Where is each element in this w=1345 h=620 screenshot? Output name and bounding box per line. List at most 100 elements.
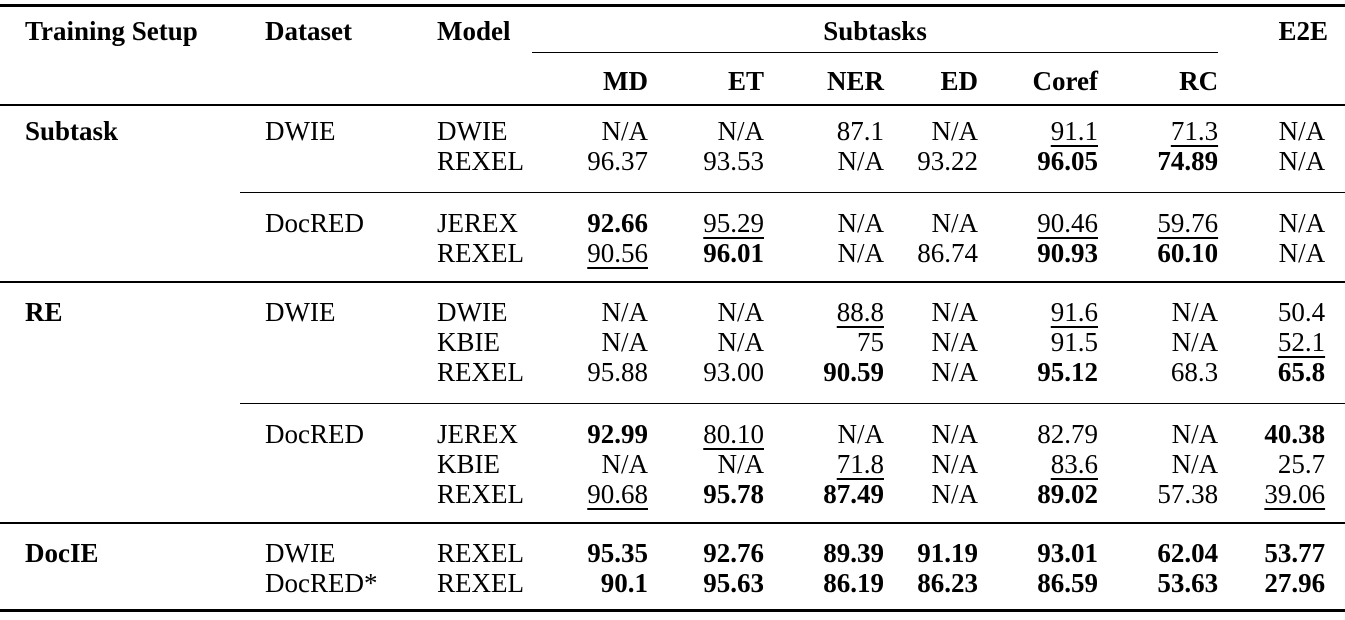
- header-ed: ED: [884, 52, 978, 106]
- table-row: REXEL 90.68 95.78 87.49 N/A 89.02 57.38 …: [0, 479, 1345, 523]
- cell-rc: 59.76: [1098, 191, 1219, 238]
- cell-md: 90.56: [587, 237, 648, 268]
- cell-e2e: N/A: [1278, 237, 1326, 268]
- table-row: RE DWIE DWIE N/A N/A 88.8 N/A 91.6 N/A 5…: [0, 280, 1345, 327]
- cell-e2e: 27.96: [1264, 567, 1326, 598]
- cell-ed: 86.23: [917, 567, 978, 598]
- cell-coref: 90.93: [1037, 237, 1098, 268]
- cell-md: 92.99: [532, 402, 648, 449]
- cell-rc: N/A: [1098, 402, 1219, 449]
- cell-coref: 96.05: [1037, 145, 1098, 176]
- cell-e2e: 25.7: [1277, 448, 1326, 479]
- cell-model: REXEL: [437, 478, 524, 509]
- cell-e2e: 39.06: [1264, 478, 1326, 509]
- cell-e2e: 52.1: [1277, 326, 1326, 357]
- cell-e2e: 65.8: [1277, 356, 1326, 387]
- header-md: MD: [532, 52, 648, 106]
- cell-md: N/A: [601, 448, 649, 479]
- cell-md: N/A: [532, 280, 648, 327]
- cell-ner: N/A: [837, 237, 885, 268]
- cell-coref: 91.6: [978, 280, 1098, 327]
- cell-rc: N/A: [1171, 448, 1219, 479]
- cell-ed: N/A: [931, 448, 979, 479]
- cell-training-setup: [0, 238, 240, 282]
- table-header-row: Training Setup Dataset Model Subtasks E2…: [0, 5, 1345, 106]
- header-subtasks: Subtasks: [532, 5, 1219, 53]
- cell-dataset: DWIE: [240, 521, 412, 568]
- cell-training-setup: [0, 479, 240, 523]
- cell-dataset: [240, 357, 412, 404]
- cell-coref: 86.59: [1037, 567, 1098, 598]
- cell-dataset: [240, 479, 412, 523]
- cell-dataset: [240, 327, 412, 357]
- cell-ner: 87.49: [823, 478, 884, 509]
- cell-et: 80.10: [648, 402, 764, 449]
- cell-rc: N/A: [1171, 326, 1219, 357]
- cell-coref: 82.79: [978, 402, 1098, 449]
- cell-ed: N/A: [931, 115, 979, 146]
- header-e2e: E2E: [1218, 5, 1345, 106]
- cell-ed: 93.22: [917, 145, 978, 176]
- cell-e2e: N/A: [1278, 115, 1326, 146]
- table-row: KBIE N/A N/A 71.8 N/A 83.6 N/A 25.7: [0, 449, 1345, 479]
- cell-dataset: [240, 449, 412, 479]
- cell-coref: 91.5: [1050, 326, 1098, 357]
- cell-model: JEREX: [412, 191, 532, 238]
- cell-rc: 62.04: [1098, 521, 1219, 568]
- table-row: DocRED* REXEL 90.1 95.63 86.19 86.23 86.…: [0, 568, 1345, 611]
- cell-model: KBIE: [437, 448, 500, 479]
- cell-et: 95.78: [703, 478, 764, 509]
- cell-model: KBIE: [437, 326, 500, 357]
- header-ner: NER: [764, 52, 884, 106]
- cell-rc: 57.38: [1157, 478, 1219, 509]
- table-subheader-row: MD ET NER ED Coref RC: [0, 52, 1345, 106]
- cell-ed: N/A: [931, 478, 979, 509]
- cell-rc: 60.10: [1157, 237, 1219, 268]
- header-coref: Coref: [978, 52, 1098, 106]
- cell-md: N/A: [601, 115, 649, 146]
- cell-ner: 86.19: [823, 567, 884, 598]
- cell-et: N/A: [717, 115, 765, 146]
- cell-ed: N/A: [884, 280, 978, 327]
- cell-ner: 87.1: [836, 115, 884, 146]
- cell-dataset: [240, 146, 412, 193]
- cell-model: DWIE: [412, 280, 532, 327]
- table-row: DocRED JEREX 92.66 95.29 N/A N/A 90.46 5…: [0, 191, 1345, 238]
- cell-ed: 86.74: [917, 237, 978, 268]
- cell-e2e: 53.77: [1218, 521, 1345, 568]
- header-model: Model: [412, 5, 532, 106]
- cell-training-setup: [0, 568, 240, 611]
- cell-model: REXEL: [437, 145, 524, 176]
- cell-training-setup: [0, 357, 240, 404]
- cell-e2e: 50.4: [1218, 280, 1345, 327]
- cell-ed: N/A: [884, 402, 978, 449]
- table-row: REXEL 95.88 93.00 90.59 N/A 95.12 68.3 6…: [0, 357, 1345, 404]
- cell-training-setup: [0, 192, 240, 238]
- cell-model: REXEL: [437, 237, 524, 268]
- cell-rc: N/A: [1098, 280, 1219, 327]
- cell-md: 96.37: [587, 145, 648, 176]
- cell-training-setup: Subtask: [25, 115, 119, 146]
- cell-et: N/A: [717, 448, 765, 479]
- cell-ed: N/A: [931, 356, 979, 387]
- cell-training-setup: RE: [0, 280, 240, 327]
- cell-coref: 91.1: [1050, 115, 1098, 146]
- cell-coref: 83.6: [1050, 448, 1098, 479]
- cell-rc: 74.89: [1157, 145, 1219, 176]
- cell-coref: 95.12: [1037, 356, 1098, 387]
- results-table: Training Setup Dataset Model Subtasks E2…: [0, 4, 1345, 612]
- cell-et: 96.01: [703, 237, 764, 268]
- cell-ner: 71.8: [836, 448, 884, 479]
- cell-training-setup: DocIE: [0, 521, 240, 568]
- cell-rc: 53.63: [1157, 567, 1219, 598]
- cell-ner: N/A: [837, 145, 885, 176]
- cell-ner: 89.39: [764, 521, 884, 568]
- cell-dataset: DWIE: [240, 280, 412, 327]
- header-dataset: Dataset: [240, 5, 412, 106]
- cell-dataset: [240, 238, 412, 282]
- table-row: Subtask DWIE DWIE N/A N/A 87.1 N/A 91.1 …: [0, 105, 1345, 146]
- table-row: DocIE DWIE REXEL 95.35 92.76 89.39 91.19…: [0, 521, 1345, 568]
- cell-ed: 91.19: [884, 521, 978, 568]
- cell-md: 95.88: [587, 356, 648, 387]
- cell-e2e: N/A: [1218, 191, 1345, 238]
